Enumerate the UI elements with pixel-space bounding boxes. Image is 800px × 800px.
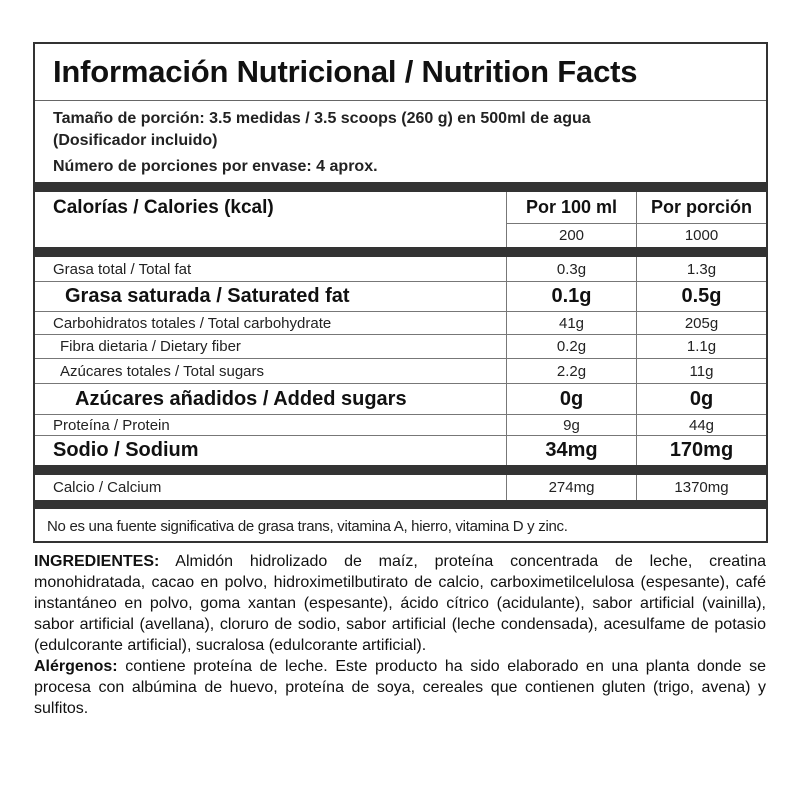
- value-per-serving: 0g: [636, 384, 766, 414]
- nutrition-facts-panel: Información Nutricional / Nutrition Fact…: [33, 42, 768, 543]
- thick-divider: [35, 465, 766, 475]
- value-per-serving: 1.3g: [636, 257, 766, 281]
- nutrient-row-dietary-fiber: Fibra dietaria / Dietary fiber 0.2g 1.1g: [35, 335, 766, 358]
- ingredients-label: INGREDIENTES:: [34, 553, 160, 570]
- value-per-100ml: 0.2g: [506, 335, 636, 358]
- allergens-label: Alérgenos:: [34, 658, 118, 675]
- nutrient-row-total-sugars: Azúcares totales / Total sugars 2.2g 11g: [35, 359, 766, 383]
- value-per-serving: 170mg: [636, 436, 766, 465]
- value-per-100ml: 41g: [506, 312, 636, 334]
- calories-per-serving: 1000: [636, 224, 766, 247]
- ingredients-text: Almidón hidrolizado de maíz, proteína co…: [34, 553, 766, 654]
- nutrient-row-protein: Proteína / Protein 9g 44g: [35, 415, 766, 435]
- value-per-serving: 0.5g: [636, 282, 766, 311]
- col-header-per-serving: Por porción: [636, 192, 766, 223]
- nutrient-label: Sodio / Sodium: [53, 439, 199, 461]
- allergens-paragraph: Alérgenos: contiene proteína de leche. E…: [34, 656, 766, 719]
- nutrient-label: Grasa saturada / Saturated fat: [65, 285, 350, 307]
- value-per-serving: 1370mg: [636, 475, 766, 500]
- col-header-per-100ml: Por 100 ml: [506, 192, 636, 223]
- nutrient-row-added-sugars: Azúcares añadidos / Added sugars 0g 0g: [35, 384, 766, 414]
- servings-per-container: Número de porciones por envase: 4 aprox.: [53, 158, 378, 175]
- nutrient-label: Grasa total / Total fat: [53, 260, 192, 278]
- nutrient-label: Proteína / Protein: [53, 416, 170, 434]
- nutrient-label: Azúcares añadidos / Added sugars: [75, 387, 407, 410]
- panel-title: Información Nutricional / Nutrition Fact…: [53, 54, 638, 89]
- value-per-serving: 11g: [636, 359, 766, 383]
- thick-divider: [35, 182, 766, 192]
- calories-label: Calorías / Calories (kcal): [53, 196, 274, 218]
- serving-size: Tamaño de porción: 3.5 medidas / 3.5 sco…: [53, 110, 591, 127]
- nutrient-row-total-carbohydrate: Carbohidratos totales / Total carbohydra…: [35, 312, 766, 334]
- footnote: No es una fuente significativa de grasa …: [47, 518, 568, 535]
- nutrient-label: Azúcares totales / Total sugars: [60, 362, 264, 380]
- value-per-serving: 1.1g: [636, 335, 766, 358]
- divider: [506, 223, 766, 224]
- nutrient-row-sodium: Sodio / Sodium 34mg 170mg: [35, 436, 766, 465]
- value-per-serving: 205g: [636, 312, 766, 334]
- value-per-100ml: 274mg: [506, 475, 636, 500]
- ingredients-paragraph: INGREDIENTES: Almidón hidrolizado de maí…: [34, 551, 766, 656]
- value-per-100ml: 0.1g: [506, 282, 636, 311]
- nutrient-label: Calcio / Calcium: [53, 479, 162, 496]
- value-per-serving: 44g: [636, 415, 766, 435]
- value-per-100ml: 9g: [506, 415, 636, 435]
- value-per-100ml: 0.3g: [506, 257, 636, 281]
- value-per-100ml: 0g: [506, 384, 636, 414]
- allergens-text: contiene proteína de leche. Este product…: [34, 658, 766, 717]
- thick-divider: [35, 247, 766, 257]
- calories-header-row: Calorías / Calories (kcal) Por 100 ml Po…: [35, 192, 766, 223]
- calories-per-100ml: 200: [506, 224, 636, 247]
- serving-size-note: (Dosificador incluido): [53, 132, 218, 149]
- ingredients-section: INGREDIENTES: Almidón hidrolizado de maí…: [34, 551, 766, 719]
- nutrient-row-total-fat: Grasa total / Total fat 0.3g 1.3g: [35, 257, 766, 281]
- nutrient-label: Fibra dietaria / Dietary fiber: [60, 338, 241, 355]
- nutrient-label: Carbohidratos totales / Total carbohydra…: [53, 314, 332, 332]
- calories-values-row: 200 1000: [35, 224, 766, 247]
- value-per-100ml: 34mg: [506, 436, 636, 465]
- divider: [35, 100, 766, 101]
- nutrient-row-saturated-fat: Grasa saturada / Saturated fat 0.1g 0.5g: [35, 282, 766, 311]
- value-per-100ml: 2.2g: [506, 359, 636, 383]
- thick-divider: [35, 500, 766, 509]
- nutrient-row-calcium: Calcio / Calcium 274mg 1370mg: [35, 475, 766, 500]
